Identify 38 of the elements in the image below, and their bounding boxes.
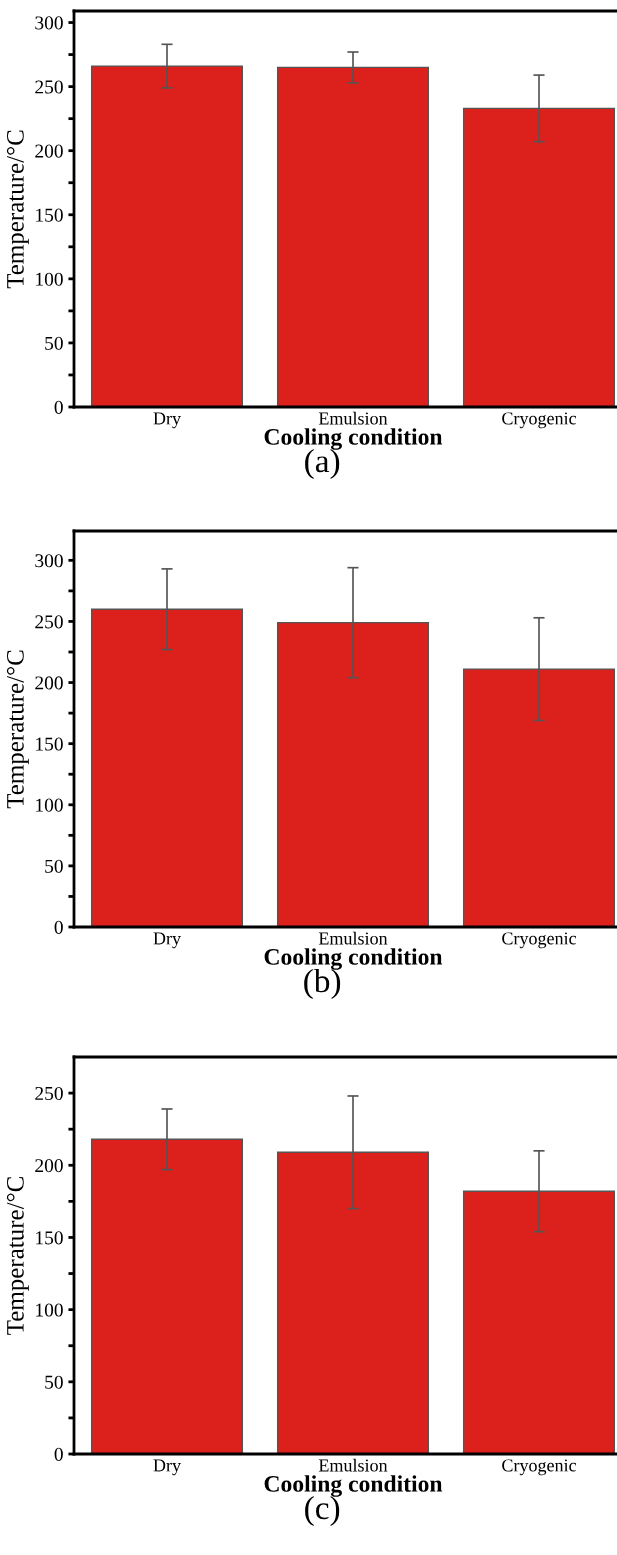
y-tick-label: 150 — [36, 208, 63, 222]
x-axis-title: Cooling condition — [264, 428, 443, 450]
text: (a) — [305, 448, 340, 480]
y-tick-label: 200 — [35, 1159, 63, 1173]
text: (c) — [305, 1495, 340, 1527]
text: (b) — [304, 968, 341, 1000]
y-tick-label: 0 — [54, 1447, 63, 1461]
y-tick-label: 150 — [36, 1231, 63, 1245]
y-tick-label: 50 — [45, 336, 63, 350]
y-axis-title: Temperature/°C — [6, 1177, 29, 1335]
x-tick-label: Emulsion — [318, 931, 388, 945]
x-tick-label: Dry — [153, 932, 181, 949]
y-tick-label: 250 — [35, 1086, 63, 1101]
y-tick-label: 200 — [35, 144, 63, 158]
y-tick-label: 50 — [45, 1375, 63, 1389]
x-axis-title: Cooling condition — [264, 948, 443, 970]
y-tick-label: 0 — [54, 920, 63, 934]
x-axis-title: Cooling condition — [264, 1475, 443, 1497]
x-tick-label: Cryogenic — [502, 932, 577, 949]
x-tick-label: Cryogenic — [502, 1459, 577, 1476]
y-tick-label: 300 — [35, 16, 63, 30]
y-tick-label: 100 — [36, 1303, 63, 1317]
x-tick-label: Dry — [153, 412, 181, 429]
x-tick-label: Dry — [153, 1459, 181, 1476]
y-tick-label: 50 — [45, 859, 63, 873]
x-tick-label: Cryogenic — [502, 412, 577, 429]
y-tick-label: 150 — [36, 737, 63, 751]
y-tick-label: 300 — [35, 554, 63, 568]
y-tick-label: 0 — [54, 400, 63, 414]
y-axis-title: Temperature/°C — [6, 130, 29, 289]
y-tick-label: 250 — [35, 80, 63, 94]
y-tick-label: 100 — [36, 272, 63, 286]
x-tick-label: Emulsion — [318, 1458, 388, 1472]
y-tick-label: 100 — [36, 798, 63, 812]
y-axis-title: Temperature/°C — [6, 650, 29, 809]
y-tick-label: 200 — [35, 676, 63, 690]
y-tick-label: 250 — [35, 615, 63, 629]
x-tick-label: Emulsion — [318, 411, 388, 425]
